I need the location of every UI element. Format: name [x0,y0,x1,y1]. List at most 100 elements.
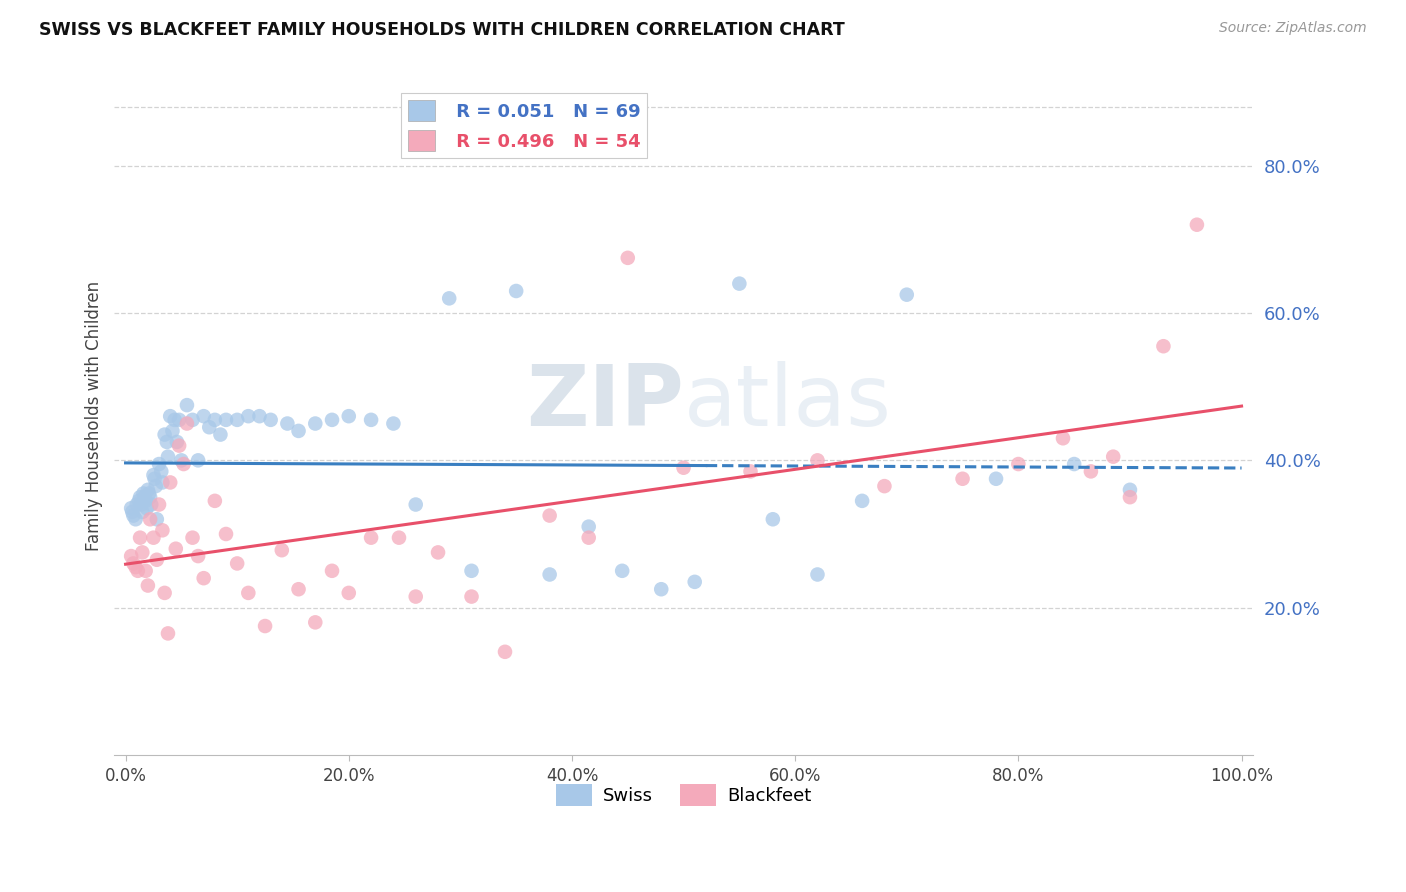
Point [270,543,292,558]
Text: atlas: atlas [683,361,891,444]
Point [538,508,561,523]
Point [728,277,751,291]
Point [672,460,695,475]
Point [146,553,169,567]
Point [148,457,170,471]
Point [806,567,828,582]
Point [238,409,260,424]
Point [1152,339,1174,353]
Point [806,453,828,467]
Point [128,493,150,508]
Point [683,574,706,589]
Point [984,472,1007,486]
Point [427,545,450,559]
Point [616,251,638,265]
Point [215,413,238,427]
Point [337,409,360,424]
Point [125,498,148,512]
Point [494,645,516,659]
Y-axis label: Family Households with Children: Family Households with Children [86,281,103,551]
Point [156,434,179,449]
Point [124,560,146,574]
Point [193,571,215,585]
Point [896,287,918,301]
Point [176,417,198,431]
Point [360,531,382,545]
Point [152,524,174,538]
Point [181,531,204,545]
Point [129,490,152,504]
Point [505,284,527,298]
Text: SWISS VS BLACKFEET FAMILY HOUSEHOLDS WITH CHILDREN CORRELATION CHART: SWISS VS BLACKFEET FAMILY HOUSEHOLDS WIT… [39,21,845,39]
Point [127,564,149,578]
Point [204,493,226,508]
Point [538,567,561,582]
Point [142,531,165,545]
Point [121,505,143,519]
Point [139,512,162,526]
Point [132,486,155,500]
Point [1080,464,1102,478]
Point [193,409,215,424]
Point [851,493,873,508]
Point [136,483,159,497]
Point [138,486,160,500]
Point [153,586,176,600]
Point [159,409,181,424]
Point [134,490,156,504]
Point [152,475,174,490]
Point [740,464,762,478]
Point [148,498,170,512]
Point [650,582,672,597]
Point [163,413,186,427]
Point [150,464,173,478]
Point [1052,431,1074,445]
Point [238,586,260,600]
Point [173,457,195,471]
Point [226,413,249,427]
Point [146,512,169,526]
Point [337,586,360,600]
Point [156,450,179,464]
Point [120,549,142,563]
Point [287,424,309,438]
Point [143,472,166,486]
Point [170,453,193,467]
Point [405,590,427,604]
Point [405,498,427,512]
Point [460,590,482,604]
Point [187,549,209,563]
Point [287,582,309,597]
Point [254,619,277,633]
Point [135,564,157,578]
Point [952,472,974,486]
Point [198,420,221,434]
Point [460,564,482,578]
Point [181,413,204,427]
Point [382,417,405,431]
Point [1007,457,1029,471]
Text: ZIP: ZIP [526,361,683,444]
Point [176,398,198,412]
Point [612,564,634,578]
Point [129,531,152,545]
Point [215,527,238,541]
Point [142,468,165,483]
Text: Source: ZipAtlas.com: Source: ZipAtlas.com [1219,21,1367,36]
Point [437,291,460,305]
Point [165,541,187,556]
Point [187,453,209,467]
Point [1185,218,1208,232]
Point [159,475,181,490]
Point [166,434,188,449]
Point [321,564,343,578]
Point [304,417,326,431]
Point [156,626,179,640]
Point [129,498,152,512]
Point [139,490,162,504]
Point [122,557,145,571]
Point [304,615,326,630]
Point [578,519,600,533]
Point [136,578,159,592]
Point [135,501,157,516]
